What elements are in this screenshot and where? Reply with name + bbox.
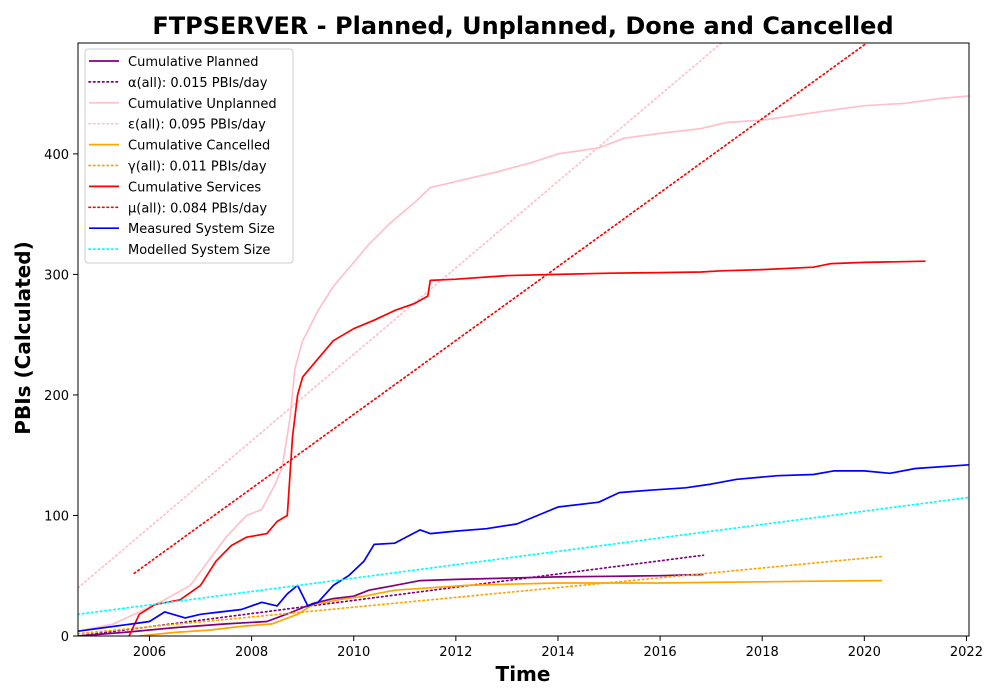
series-layer — [78, 43, 969, 636]
y-tick-label: 200 — [44, 389, 69, 404]
series-line-3 — [78, 43, 723, 589]
series-line-1 — [78, 554, 705, 636]
y-tick-label: 400 — [44, 148, 69, 163]
legend-entry: Modelled System Size — [128, 243, 270, 258]
y-tick-label: 300 — [44, 268, 69, 283]
x-tick-label: 2012 — [439, 645, 472, 660]
chart-title: FTPSERVER - Planned, Unplanned, Done and… — [152, 12, 893, 40]
legend-box — [84, 48, 294, 264]
series-line-5 — [78, 555, 884, 635]
series-line-0 — [78, 573, 704, 636]
x-tick-label: 2006 — [133, 645, 166, 660]
y-axis-ticks: 0 100 200 300 400 — [44, 148, 78, 645]
legend-entry: α(all): 0.015 PBIs/day — [128, 76, 268, 91]
plot-area — [77, 42, 970, 637]
series-line-2 — [78, 95, 969, 633]
x-axis-label: Time — [496, 662, 551, 686]
legend-entry: ε(all): 0.095 PBIs/day — [128, 118, 266, 133]
x-tick-label: 2008 — [235, 645, 268, 660]
legend-entry: μ(all): 0.084 PBIs/day — [128, 201, 267, 216]
x-tick-label: 2010 — [337, 645, 370, 660]
legend-entry: Cumulative Planned — [128, 55, 258, 70]
series-line-8 — [78, 463, 969, 633]
x-tick-label: 2016 — [644, 645, 677, 660]
legend-entry: Measured System Size — [128, 222, 275, 237]
legend-items: Cumulative Planned α(all): 0.015 PBIs/day… — [88, 55, 277, 258]
x-tick-label: 2020 — [848, 645, 881, 660]
legend: Cumulative Planned α(all): 0.015 PBIs/day… — [84, 48, 294, 264]
y-axis-label: PBIs (Calculated) — [11, 241, 35, 434]
x-tick-label: 2018 — [746, 645, 779, 660]
series-line-6 — [128, 260, 926, 636]
legend-entry: γ(all): 0.011 PBIs/day — [128, 160, 267, 175]
x-tick-label: 2022 — [950, 645, 983, 660]
x-tick-label: 2014 — [541, 645, 574, 660]
series-line-9 — [78, 496, 969, 616]
y-tick-label: 100 — [44, 509, 69, 524]
y-tick-label: 0 — [61, 630, 69, 645]
legend-entry: Cumulative Services — [128, 180, 261, 195]
series-line-7 — [133, 43, 868, 575]
plot-frame — [77, 42, 970, 637]
x-axis-ticks: 2006 2008 2010 2012 2014 2016 2018 2020 2022 — [133, 636, 983, 660]
legend-entry: Cumulative Unplanned — [128, 97, 277, 112]
legend-entry: Cumulative Cancelled — [128, 139, 270, 154]
series-line-4 — [139, 579, 883, 636]
